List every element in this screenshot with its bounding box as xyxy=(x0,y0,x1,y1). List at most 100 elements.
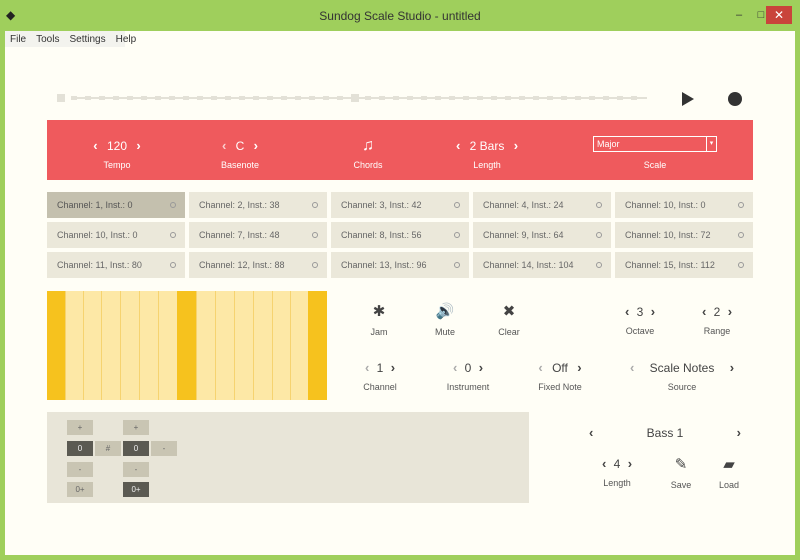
clear-button[interactable]: ✖ Clear xyxy=(489,303,529,337)
timeline-step[interactable] xyxy=(393,96,399,100)
mute-button[interactable]: 🔊 Mute xyxy=(425,303,465,337)
timeline-step[interactable] xyxy=(561,96,567,100)
channel-slot[interactable]: Channel: 10, Inst.: 0 xyxy=(615,192,753,218)
channel-slot[interactable]: Channel: 12, Inst.: 88 xyxy=(189,252,327,278)
pad-value[interactable]: 0 xyxy=(67,441,93,456)
pad-plus-button[interactable]: + xyxy=(123,420,149,435)
channel-slot[interactable]: Channel: 9, Inst.: 64 xyxy=(473,222,611,248)
menu-tools[interactable]: Tools xyxy=(36,34,60,45)
timeline-step[interactable] xyxy=(603,96,609,100)
menu-help[interactable]: Help xyxy=(115,34,137,45)
key-lane[interactable] xyxy=(196,291,215,400)
pad-zero-plus-button[interactable]: 0+ xyxy=(123,482,149,497)
source-decrease-icon[interactable]: ‹ xyxy=(629,360,635,375)
channel-slot[interactable]: Channel: 15, Inst.: 112 xyxy=(615,252,753,278)
channel-slot[interactable]: Channel: 14, Inst.: 104 xyxy=(473,252,611,278)
timeline-step[interactable] xyxy=(575,96,581,100)
timeline-step[interactable] xyxy=(379,96,385,100)
timeline-step[interactable] xyxy=(183,96,189,100)
menu-file[interactable]: File xyxy=(10,34,27,45)
range-decrease-icon[interactable]: ‹ xyxy=(701,304,707,319)
channel-increase-icon[interactable]: › xyxy=(390,360,396,375)
timeline-step[interactable] xyxy=(141,96,147,100)
instrument-decrease-icon[interactable]: ‹ xyxy=(452,360,458,375)
octave-increase-icon[interactable]: › xyxy=(650,304,656,319)
timeline-step[interactable] xyxy=(253,96,259,100)
music-note-icon[interactable]: ♫ xyxy=(362,137,374,154)
menu-settings[interactable]: Settings xyxy=(69,34,106,45)
timeline-step[interactable] xyxy=(281,96,287,100)
timeline[interactable] xyxy=(57,94,647,104)
play-icon[interactable] xyxy=(682,92,694,106)
preset-previous-icon[interactable]: ‹ xyxy=(589,425,594,440)
key-lane[interactable] xyxy=(158,291,177,400)
fixed-note-decrease-icon[interactable]: ‹ xyxy=(538,360,543,375)
timeline-step[interactable] xyxy=(71,96,77,100)
source-increase-icon[interactable]: › xyxy=(729,360,735,375)
channel-slot[interactable]: Channel: 7, Inst.: 48 xyxy=(189,222,327,248)
channel-slot[interactable]: Channel: 13, Inst.: 96 xyxy=(331,252,469,278)
octave-decrease-icon[interactable]: ‹ xyxy=(624,304,630,319)
timeline-step[interactable] xyxy=(421,96,427,100)
basenote-decrease-icon[interactable]: ‹ xyxy=(221,138,227,153)
channel-slot[interactable]: Channel: 8, Inst.: 56 xyxy=(331,222,469,248)
timeline-step[interactable] xyxy=(85,96,91,100)
timeline-step[interactable] xyxy=(267,96,273,100)
timeline-step[interactable] xyxy=(617,96,623,100)
key-lane[interactable] xyxy=(215,291,234,400)
pad-zero-plus-button[interactable]: 0+ xyxy=(67,482,93,497)
pad-minus-button[interactable]: - xyxy=(123,462,149,477)
scale-select[interactable]: Major ▾ xyxy=(593,136,717,152)
tempo-decrease-icon[interactable]: ‹ xyxy=(93,138,98,153)
key-lane[interactable] xyxy=(253,291,272,400)
instrument-increase-icon[interactable]: › xyxy=(478,360,484,375)
pad-value[interactable]: 0 xyxy=(123,441,149,456)
tempo-increase-icon[interactable]: › xyxy=(136,138,141,153)
key-lane[interactable] xyxy=(177,291,196,400)
pad-minus-button[interactable]: - xyxy=(67,462,93,477)
timeline-step[interactable] xyxy=(197,96,203,100)
timeline-step[interactable] xyxy=(449,96,455,100)
channel-slot[interactable]: Channel: 3, Inst.: 42 xyxy=(331,192,469,218)
key-lane[interactable] xyxy=(65,291,83,400)
timeline-step[interactable] xyxy=(533,96,539,100)
timeline-step[interactable] xyxy=(225,96,231,100)
channel-slot[interactable]: Channel: 11, Inst.: 80 xyxy=(47,252,185,278)
timeline-step[interactable] xyxy=(323,96,329,100)
key-lane[interactable] xyxy=(139,291,158,400)
channel-decrease-icon[interactable]: ‹ xyxy=(364,360,370,375)
timeline-step[interactable] xyxy=(491,96,497,100)
timeline-step[interactable] xyxy=(477,96,483,100)
timeline-step[interactable] xyxy=(155,96,161,100)
pad-plus-button[interactable]: + xyxy=(67,420,93,435)
timeline-step[interactable] xyxy=(211,96,217,100)
key-lane[interactable] xyxy=(83,291,101,400)
range-increase-icon[interactable]: › xyxy=(727,304,733,319)
preset-next-icon[interactable]: › xyxy=(736,425,741,440)
note-keyboard[interactable] xyxy=(47,291,327,400)
key-lane[interactable] xyxy=(290,291,308,400)
timeline-step[interactable] xyxy=(407,96,413,100)
timeline-step[interactable] xyxy=(113,96,119,100)
close-button[interactable]: ✕ xyxy=(766,6,792,24)
maximize-button[interactable]: □ xyxy=(757,9,765,21)
save-button[interactable]: ✎ Save xyxy=(661,456,701,490)
timeline-step[interactable] xyxy=(239,96,245,100)
timeline-step[interactable] xyxy=(337,96,343,100)
pad-minus-button[interactable]: - xyxy=(151,441,177,456)
timeline-step[interactable] xyxy=(631,96,637,100)
timeline-step[interactable] xyxy=(365,96,371,100)
timeline-step[interactable] xyxy=(547,96,553,100)
key-lane[interactable] xyxy=(101,291,120,400)
pad-sharp-button[interactable]: # xyxy=(95,441,121,456)
timeline-step[interactable] xyxy=(295,96,301,100)
timeline-step[interactable] xyxy=(589,96,595,100)
timeline-step[interactable] xyxy=(505,96,511,100)
channel-slot[interactable]: Channel: 10, Inst.: 72 xyxy=(615,222,753,248)
channel-slot[interactable]: Channel: 2, Inst.: 38 xyxy=(189,192,327,218)
record-icon[interactable] xyxy=(728,92,742,106)
timeline-step[interactable] xyxy=(99,96,105,100)
timeline-step[interactable] xyxy=(169,96,175,100)
key-lane[interactable] xyxy=(120,291,139,400)
key-lane[interactable] xyxy=(272,291,290,400)
